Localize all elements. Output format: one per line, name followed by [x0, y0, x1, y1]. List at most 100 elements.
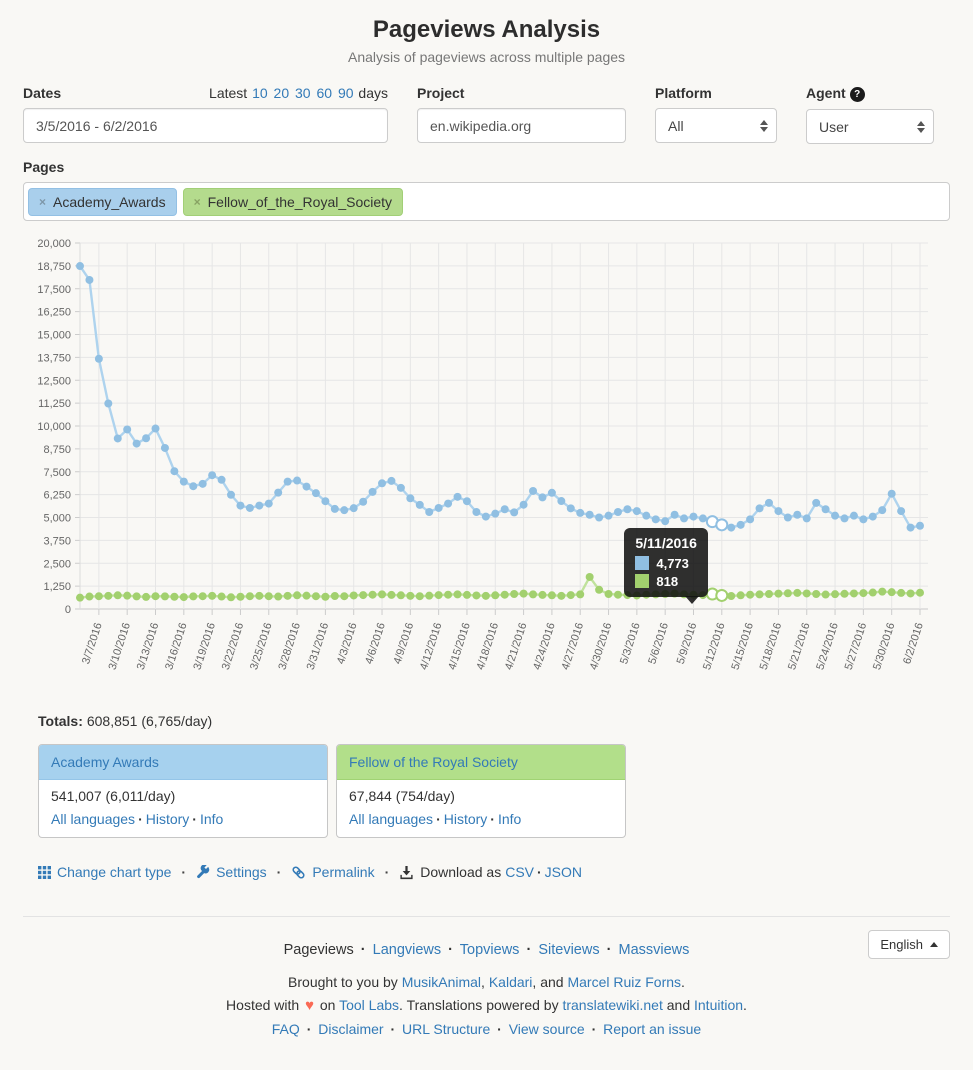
data-point[interactable] [453, 492, 462, 501]
data-point[interactable] [566, 504, 575, 513]
data-point[interactable] [831, 590, 840, 599]
data-point[interactable] [764, 589, 773, 598]
data-point[interactable] [142, 592, 151, 601]
data-point[interactable] [189, 482, 198, 491]
data-point[interactable] [916, 588, 924, 597]
data-point[interactable] [595, 585, 604, 594]
data-point[interactable] [727, 592, 736, 601]
data-point[interactable] [680, 590, 689, 599]
data-point[interactable] [613, 590, 622, 599]
data-point[interactable] [623, 591, 632, 600]
highlighted-data-point[interactable] [715, 518, 729, 532]
data-point[interactable] [85, 275, 94, 284]
data-point[interactable] [283, 477, 292, 486]
data-point[interactable] [217, 475, 226, 484]
data-point[interactable] [689, 512, 698, 521]
info-link[interactable]: Info [199, 811, 224, 827]
report-issue-link[interactable]: Report an issue [603, 1021, 702, 1037]
data-point[interactable] [462, 590, 471, 599]
data-point[interactable] [236, 501, 245, 510]
page-token-fellow-royal-society[interactable]: × Fellow_of_the_Royal_Society [182, 187, 404, 216]
nav-massviews-link[interactable]: Massviews [618, 942, 690, 958]
data-point[interactable] [538, 493, 547, 502]
data-point[interactable] [906, 523, 915, 532]
data-point[interactable] [340, 592, 349, 601]
data-point[interactable] [283, 591, 292, 600]
data-point[interactable] [764, 498, 773, 507]
latest-60-link[interactable]: 60 [316, 85, 333, 101]
data-point[interactable] [123, 591, 132, 600]
data-point[interactable] [349, 504, 358, 513]
data-point[interactable] [887, 489, 896, 498]
all-languages-link[interactable]: All languages [51, 811, 136, 827]
data-point[interactable] [547, 488, 556, 497]
change-chart-type-link[interactable]: Change chart type [57, 864, 172, 880]
pages-token-input[interactable]: × Academy_Awards × Fellow_of_the_Royal_S… [23, 182, 950, 221]
data-point[interactable] [444, 499, 453, 508]
pageviews-line-chart[interactable]: 0 1,250 2,500 3,750 5,000 6,250 7,500 8,750 10,0… [37, 231, 950, 683]
nav-siteviews-link[interactable]: Siteviews [538, 942, 600, 958]
data-point[interactable] [264, 499, 273, 508]
data-point[interactable] [755, 590, 764, 599]
marcel-ruiz-forns-link[interactable]: Marcel Ruiz Forns [567, 974, 682, 990]
data-point[interactable] [396, 483, 405, 492]
data-point[interactable] [227, 490, 236, 499]
data-point[interactable] [519, 589, 528, 598]
data-point[interactable] [378, 590, 387, 599]
data-point[interactable] [104, 591, 113, 600]
latest-10-link[interactable]: 10 [252, 85, 268, 101]
data-point[interactable] [783, 513, 792, 522]
data-point[interactable] [462, 497, 471, 506]
data-point[interactable] [576, 590, 585, 599]
data-point[interactable] [500, 505, 509, 514]
data-point[interactable] [274, 488, 283, 497]
data-point[interactable] [198, 479, 207, 488]
intuition-link[interactable]: Intuition [694, 997, 744, 1013]
data-point[interactable] [878, 587, 887, 596]
data-point[interactable] [774, 507, 783, 516]
data-point[interactable] [595, 513, 604, 522]
data-point[interactable] [255, 501, 264, 510]
highlighted-data-point[interactable] [715, 588, 729, 602]
nav-topviews-link[interactable]: Topviews [459, 942, 520, 958]
data-point[interactable] [76, 593, 84, 602]
data-point[interactable] [481, 591, 490, 600]
data-point[interactable] [755, 504, 764, 513]
data-point[interactable] [840, 514, 849, 523]
data-point[interactable] [661, 517, 670, 526]
data-point[interactable] [500, 590, 509, 599]
faq-link[interactable]: FAQ [271, 1021, 300, 1037]
data-point[interactable] [179, 477, 188, 486]
data-point[interactable] [557, 497, 566, 506]
data-point[interactable] [840, 589, 849, 598]
agent-select[interactable]: User [806, 109, 934, 144]
data-point[interactable] [321, 497, 330, 506]
data-point[interactable] [264, 592, 273, 601]
view-source-link[interactable]: View source [508, 1021, 585, 1037]
data-point[interactable] [736, 591, 745, 600]
data-point[interactable] [547, 591, 556, 600]
latest-20-link[interactable]: 20 [273, 85, 290, 101]
data-point[interactable] [698, 591, 707, 600]
data-point[interactable] [689, 590, 698, 599]
data-point[interactable] [698, 514, 707, 523]
data-point[interactable] [887, 588, 896, 597]
data-point[interactable] [217, 592, 226, 601]
data-point[interactable] [491, 509, 500, 518]
permalink-link[interactable]: Permalink [312, 864, 375, 880]
card-title-link[interactable]: Academy Awards [51, 754, 159, 770]
data-point[interactable] [434, 591, 443, 600]
data-point[interactable] [132, 439, 141, 448]
data-point[interactable] [208, 591, 217, 600]
nav-langviews-link[interactable]: Langviews [372, 942, 442, 958]
data-point[interactable] [132, 592, 141, 601]
data-point[interactable] [330, 592, 339, 601]
data-point[interactable] [529, 486, 538, 495]
data-point[interactable] [245, 503, 254, 512]
data-point[interactable] [651, 590, 660, 599]
data-point[interactable] [680, 514, 689, 523]
tool-labs-link[interactable]: Tool Labs [339, 997, 400, 1013]
data-point[interactable] [736, 520, 745, 529]
data-point[interactable] [151, 424, 160, 433]
data-point[interactable] [802, 514, 811, 523]
